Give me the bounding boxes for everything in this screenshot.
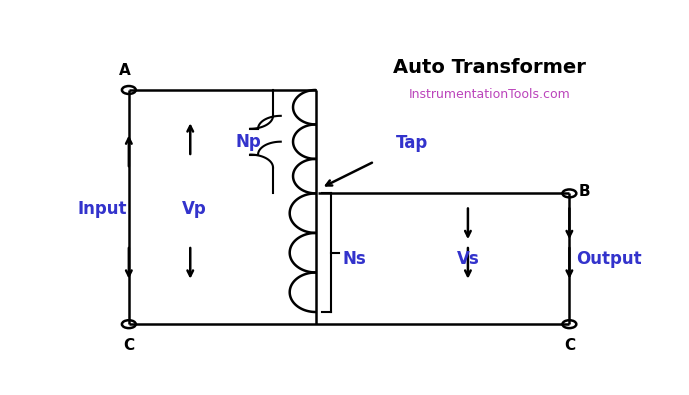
Text: C: C — [564, 338, 575, 353]
Text: Input: Input — [77, 199, 127, 218]
Text: Ns: Ns — [342, 250, 366, 268]
Text: C: C — [123, 338, 134, 353]
Text: Output: Output — [576, 250, 641, 268]
Text: Vp: Vp — [182, 199, 207, 218]
Text: B: B — [579, 184, 590, 199]
Text: Np: Np — [236, 133, 261, 150]
Text: InstrumentationTools.com: InstrumentationTools.com — [409, 88, 570, 101]
Text: Auto Transformer: Auto Transformer — [393, 58, 586, 77]
Text: Tap: Tap — [395, 134, 428, 152]
Text: A: A — [119, 63, 130, 78]
Text: Vs: Vs — [457, 250, 480, 268]
